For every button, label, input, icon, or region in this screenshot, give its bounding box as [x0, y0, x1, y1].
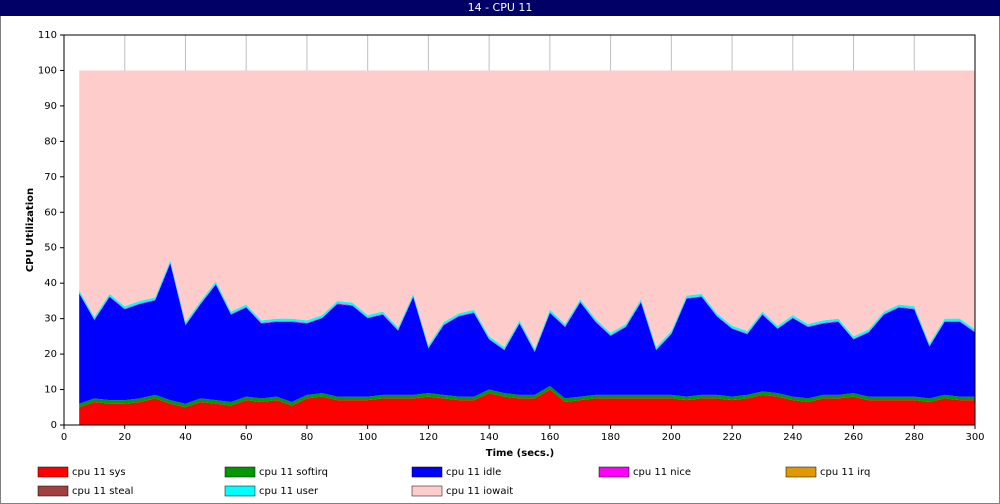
y-tick-label: 20	[44, 349, 57, 360]
legend-swatch	[224, 485, 256, 497]
x-tick-label: 100	[358, 432, 377, 443]
area	[79, 386, 975, 408]
legend-swatch	[598, 466, 630, 478]
y-axis-label: CPU Utilization	[25, 188, 36, 272]
y-tick-label: 80	[44, 136, 57, 147]
legend-swatch	[411, 466, 443, 478]
y-tick-label: 40	[44, 278, 57, 289]
legend-swatch	[785, 466, 817, 478]
legend-label: cpu 11 idle	[446, 467, 501, 478]
legend-swatch	[37, 485, 69, 497]
area	[79, 70, 975, 349]
x-tick-label: 180	[601, 432, 620, 443]
legend-label: cpu 11 user	[259, 486, 319, 497]
x-tick-label: 160	[540, 432, 559, 443]
x-tick-label: 60	[240, 432, 253, 443]
x-tick-label: 280	[905, 432, 924, 443]
x-tick-label: 220	[723, 432, 742, 443]
y-tick-label: 60	[44, 207, 57, 218]
y-tick-label: 110	[38, 30, 57, 41]
y-tick-label: 70	[44, 172, 57, 183]
area	[79, 263, 975, 404]
x-tick-label: 240	[783, 432, 802, 443]
y-tick-label: 50	[44, 243, 57, 254]
y-tick-label: 30	[44, 314, 57, 325]
legend-label: cpu 11 nice	[633, 467, 691, 478]
x-tick-label: 20	[118, 432, 131, 443]
x-tick-label: 140	[480, 432, 499, 443]
y-tick-label: 90	[44, 101, 57, 112]
x-tick-label: 260	[844, 432, 863, 443]
legend-label: cpu 11 softirq	[259, 467, 328, 478]
legend-label: cpu 11 irq	[820, 467, 870, 478]
x-tick-label: 300	[965, 432, 984, 443]
x-axis-label: Time (secs.)	[486, 448, 555, 459]
y-tick-label: 10	[44, 385, 57, 396]
legend-swatch	[224, 466, 256, 478]
legend-label: cpu 11 steal	[72, 486, 133, 497]
plot-border	[63, 34, 976, 426]
x-tick-label: 120	[419, 432, 438, 443]
legend-swatch	[37, 466, 69, 478]
y-tick-label: 0	[51, 420, 57, 431]
area	[79, 260, 975, 352]
chart-title: 14 - CPU 11	[468, 1, 533, 14]
x-tick-label: 200	[662, 432, 681, 443]
y-tick-label: 100	[38, 65, 57, 76]
title-bar	[0, 0, 1000, 16]
legend-swatch	[411, 485, 443, 497]
x-tick-label: 40	[179, 432, 192, 443]
legend-label: cpu 11 iowait	[446, 486, 513, 497]
x-tick-label: 0	[61, 432, 67, 443]
x-tick-label: 80	[301, 432, 314, 443]
legend-label: cpu 11 sys	[72, 467, 126, 478]
area	[79, 389, 975, 425]
